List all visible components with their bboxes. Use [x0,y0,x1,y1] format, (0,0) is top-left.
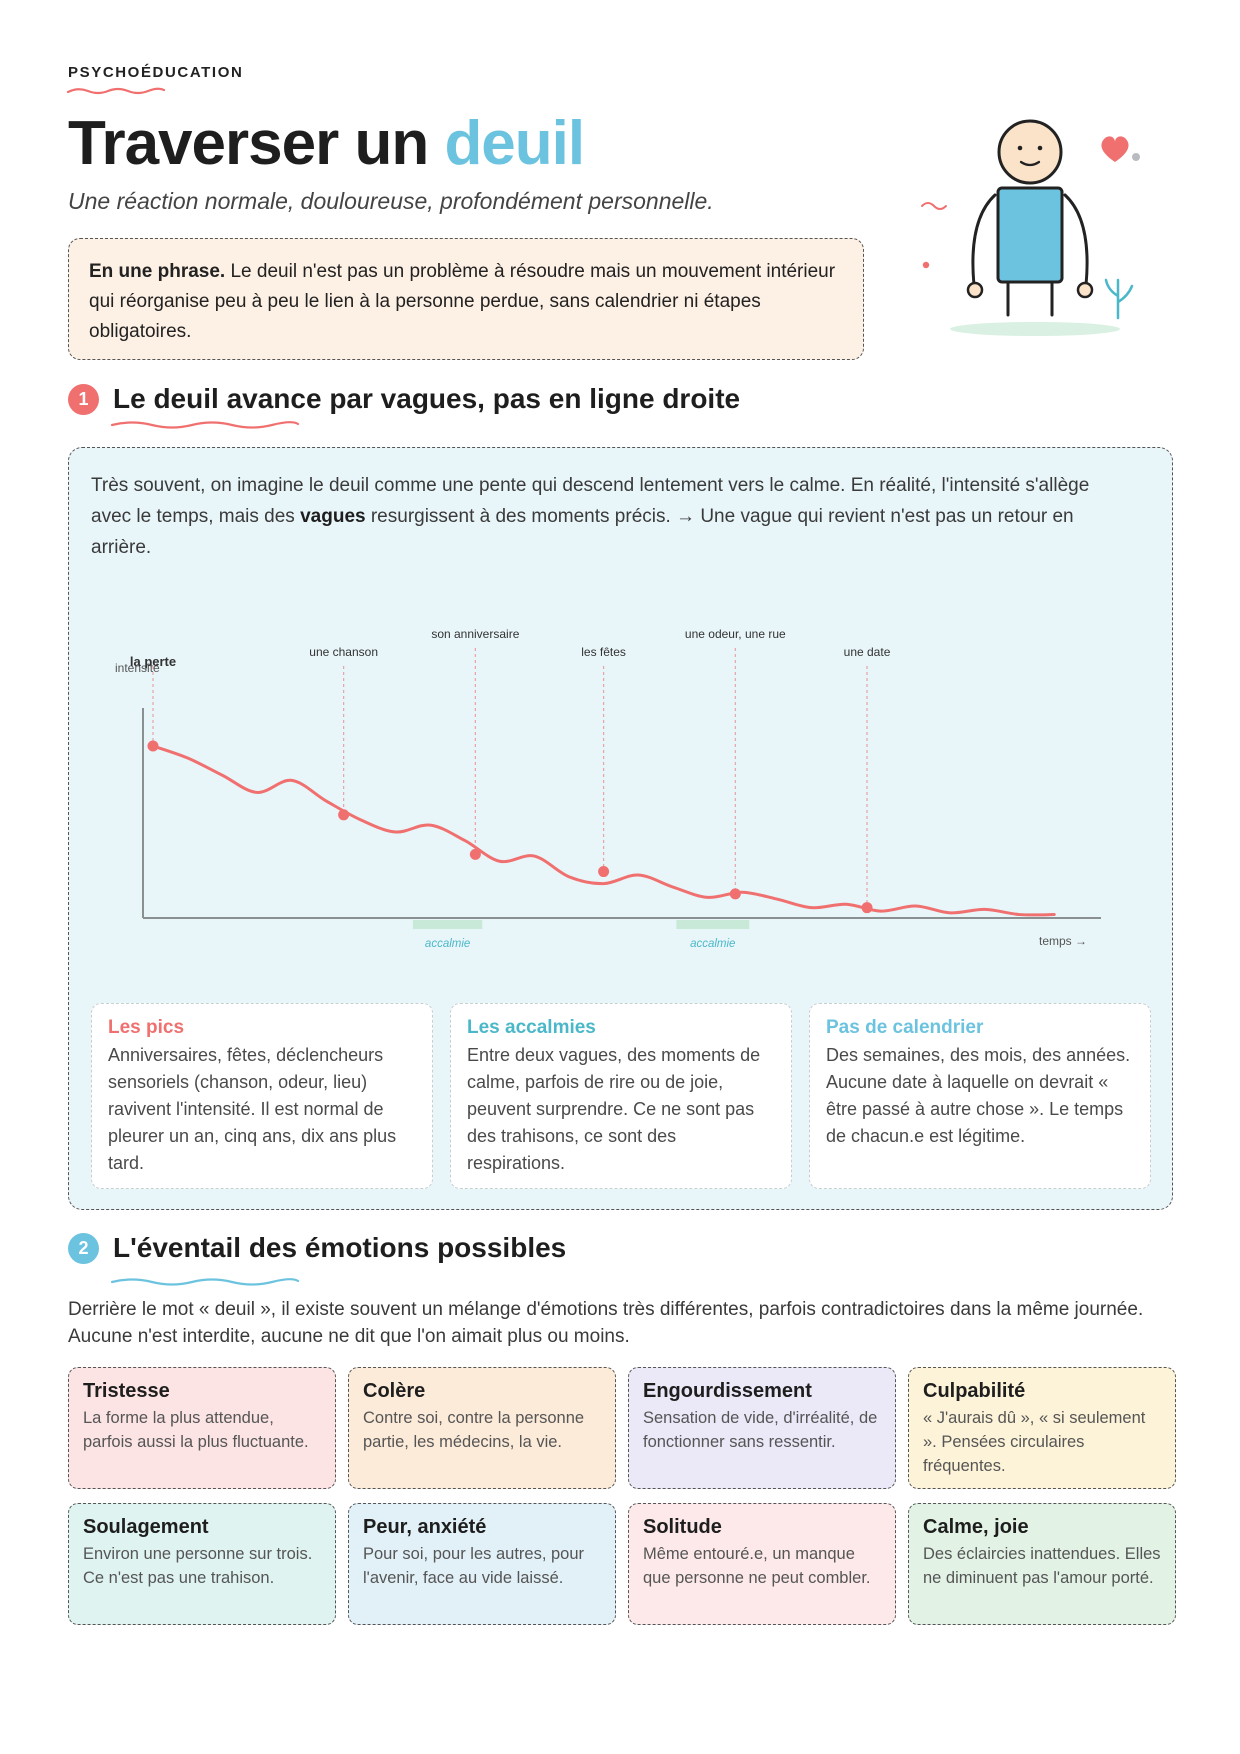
x-axis-label: temps → [1039,934,1087,948]
dot-grey [1132,153,1140,161]
emotion-title: Soulagement [83,1516,209,1538]
section-1-header: 1 Le deuil avance par vagues, pas en lig… [68,383,740,415]
intensity-line [151,744,1056,917]
left-hand [966,281,984,299]
emotion-title: Colère [363,1380,426,1402]
section-1-cards: Les pics Anniversaires, fêtes, déclenche… [91,1003,1151,1189]
head [997,119,1063,185]
calm-band [676,920,750,929]
event-point [598,866,610,878]
body [996,186,1064,284]
event-point [147,740,159,752]
event-label: son anniversaire [431,627,519,641]
dot-red [922,261,930,269]
card-no-calendar: Pas de calendrier Des semaines, des mois… [809,1003,1151,1189]
emotion-title: Calme, joie [923,1516,1029,1538]
event-label: les fêtes [581,645,626,659]
title-accent: deuil [444,109,585,178]
section-2-number: 2 [68,1232,99,1264]
event-point [729,888,741,900]
emotion-card: Tristesse La forme la plus attendue, par… [68,1367,336,1489]
card-no-calendar-text: Des semaines, des mois, des années. Aucu… [826,1045,1131,1146]
event-label: la perte [130,654,176,669]
section-1-intro: Très souvent, on imagine le deuil comme … [91,470,1131,563]
emotion-title: Peur, anxiété [363,1516,487,1538]
intro-part-b: resurgissent à des moments précis. → Une… [91,506,1074,558]
emotion-text: Pour soi, pour les autres, pour l'avenir… [363,1545,585,1587]
emotion-text: Même entouré.e, un manque que personne n… [643,1545,871,1587]
emotion-text: Contre soi, contre la personne partie, l… [363,1409,585,1451]
summary-lead: En une phrase. [89,261,226,282]
mouth [1019,160,1041,167]
left-eye [1017,145,1023,151]
card-calm-title: Les accalmies [467,1017,596,1038]
emotion-card: Engourdissement Sensation de vide, d'irr… [628,1367,896,1489]
emotion-card: Soulagement Environ une personne sur tro… [68,1503,336,1625]
eyebrow-underline [66,87,166,95]
intro-bold: vagues [300,506,366,527]
card-calm: Les accalmies Entre deux vagues, des mom… [450,1003,792,1189]
section-1-title: Le deuil avance par vagues, pas en ligne… [113,383,741,414]
emotion-card: Culpabilité « J'aurais dû », « si seulem… [908,1367,1176,1489]
emotion-title: Engourdissement [643,1380,812,1402]
emotion-text: « J'aurais dû », « si seulement ». Pensé… [923,1409,1146,1475]
event-point [469,848,481,860]
card-calm-text: Entre deux vagues, des moments de calme,… [467,1045,761,1173]
section-2-header: 2 L'éventail des émotions possibles [68,1232,566,1264]
emotion-text: La forme la plus attendue, parfois aussi… [83,1409,309,1451]
calm-label: accalmie [425,938,470,950]
title-main: Traverser un [68,109,445,178]
card-peaks: Les pics Anniversaires, fêtes, déclenche… [91,1003,433,1189]
eyebrow-label: PSYCHOÉDUCATION [68,64,244,81]
event-label: une date [844,645,891,659]
emotion-text: Des éclaircies inattendues. Elles ne dim… [923,1545,1161,1587]
page-subtitle: Une réaction normale, douloureuse, profo… [68,188,714,214]
emotion-card: Colère Contre soi, contre la personne pa… [348,1367,616,1489]
y-axis-label: intensité [115,661,160,675]
emotion-card: Solitude Même entouré.e, un manque que p… [628,1503,896,1625]
calm-band [412,920,483,929]
heart-icon [1101,136,1129,162]
wave-chart: intensité temps → accalmie accalmie la perte… [115,627,1101,950]
person-illustration [921,119,1140,336]
event-label: une odeur, une rue [685,627,786,641]
summary-text: Le deuil n'est pas un problème à résoudr… [89,261,836,342]
card-peaks-text: Anniversaires, fêtes, déclencheurs senso… [108,1045,397,1173]
page-title: Traverser un deuil [68,108,585,179]
left-arm [971,193,997,287]
event-point [861,902,873,914]
right-hand [1076,281,1094,299]
event-point [338,809,350,821]
calm-label: accalmie [690,938,735,950]
section-2-underline [110,1278,300,1286]
emotion-text: Sensation de vide, d'irréalité, de fonct… [643,1409,878,1451]
section-1-box: Très souvent, on imagine le deuil comme … [68,447,1173,1210]
squiggle-deco [921,202,947,210]
ground-shadow [950,322,1120,336]
card-peaks-title: Les pics [108,1017,185,1038]
section-1-number: 1 [68,383,99,415]
emotion-card: Calme, joie Des éclaircies inattendues. … [908,1503,1176,1625]
emotion-title: Solitude [643,1516,722,1538]
section-2-title: L'éventail des émotions possibles [113,1232,567,1263]
sprout-icon [1104,278,1134,320]
event-label: une chanson [309,645,378,659]
emotion-title: Culpabilité [923,1380,1026,1402]
right-eye [1037,145,1043,151]
emotion-text: Environ une personne sur trois. Ce n'est… [83,1545,313,1587]
right-arm [1063,193,1089,287]
emotion-title: Tristesse [83,1380,170,1402]
card-no-calendar-title: Pas de calendrier [826,1017,984,1038]
section-1-underline [110,421,300,429]
intro-part-a: Très souvent, on imagine le deuil comme … [91,475,1090,527]
emotion-card: Peur, anxiété Pour soi, pour les autres,… [348,1503,616,1625]
summary-box: En une phrase. Le deuil n'est pas un pro… [68,238,864,360]
section-2-intro: Derrière le mot « deuil », il existe sou… [68,1299,1144,1347]
